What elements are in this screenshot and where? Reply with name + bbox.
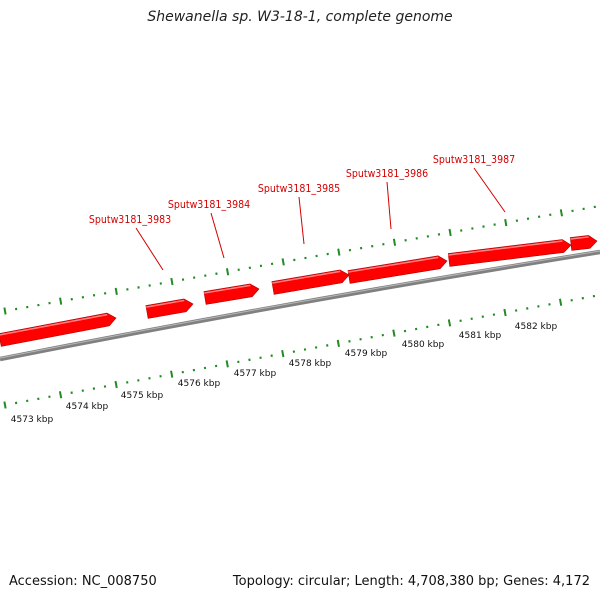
gene-arrow [203,283,260,305]
inner-tick [114,380,118,389]
scale-label: 4577 kbp [234,369,277,379]
outer-tick [504,219,508,227]
outer-tick [114,287,118,295]
outer-tick [170,277,174,286]
scale-label: 4574 kbp [66,402,109,412]
gene-label: Sputw3181_3984 [168,199,250,211]
gene-arrow-highlight [348,256,439,273]
scale-label: 4573 kbp [11,415,54,425]
inner-tick [392,329,396,337]
gene-arrow-highlight [448,240,563,256]
gene-labels: Sputw3181_3983 Sputw3181_3984 Sputw3181_39… [89,154,515,271]
gene-arrow [447,239,572,267]
genome-backbone [0,249,600,362]
gene-label: Sputw3181_3985 [258,183,340,195]
gene-label-connector [135,227,164,271]
outer-tick [448,228,452,237]
scale-label: 4581 kbp [459,331,502,341]
backbone-highlight [0,250,600,359]
outer-tick [3,307,7,315]
scale-label: 4582 kbp [515,322,558,332]
inner-tick [170,370,174,378]
outer-tick [281,258,285,266]
gene-label-connector [298,196,305,245]
accession-text: Accession: NC_008750 [9,574,157,589]
gene-label: Sputw3181_3987 [433,154,515,166]
outer-tick [225,268,230,276]
outer-tick [59,297,63,305]
inner-tick [336,339,340,347]
gene-arrow-highlight [570,236,589,240]
inner-tick [447,319,452,327]
genome-stats-text: Topology: circular; Length: 4,708,380 bp… [232,574,590,589]
gene-label-connector [210,212,225,259]
scale-label: 4579 kbp [345,349,388,359]
scale-label: 4575 kbp [121,391,164,401]
gene-arrow [347,255,448,284]
inner-tick [58,391,63,399]
map-title: Shewanella sp. W3-18-1, complete genome [147,9,453,25]
inner-tick [225,360,229,368]
gene-arrow-highlight [146,299,185,308]
scale-label: 4576 kbp [178,379,221,389]
inner-tick [503,308,507,317]
outer-tick [392,238,397,246]
scale-labels: 4573 kbp 4574 kbp 4575 kbp 4576 kbp 4577 kbp… [11,322,558,425]
inner-tick [3,401,7,409]
gene-label-connector [473,167,506,213]
inner-tick [558,298,563,306]
outer-tick [559,209,563,217]
scale-label: 4578 kbp [289,359,332,369]
gene-arrow [0,312,117,347]
inner-tick-track [3,294,596,409]
outer-tick [337,248,341,256]
gene-label-connector [386,181,392,230]
scale-label: 4580 kbp [402,340,445,350]
gene-track [0,235,598,347]
gene-arrow-highlight [204,284,251,294]
gene-arrow [271,269,350,295]
gene-arrow-highlight [272,270,341,284]
gene-arrow [569,235,598,251]
gene-arrow [145,298,194,319]
gene-label: Sputw3181_3983 [89,214,171,226]
inner-tick [281,350,285,358]
gene-arrow-highlight [0,313,108,336]
outer-tick-track [3,205,596,315]
gene-label: Sputw3181_3986 [346,168,428,180]
